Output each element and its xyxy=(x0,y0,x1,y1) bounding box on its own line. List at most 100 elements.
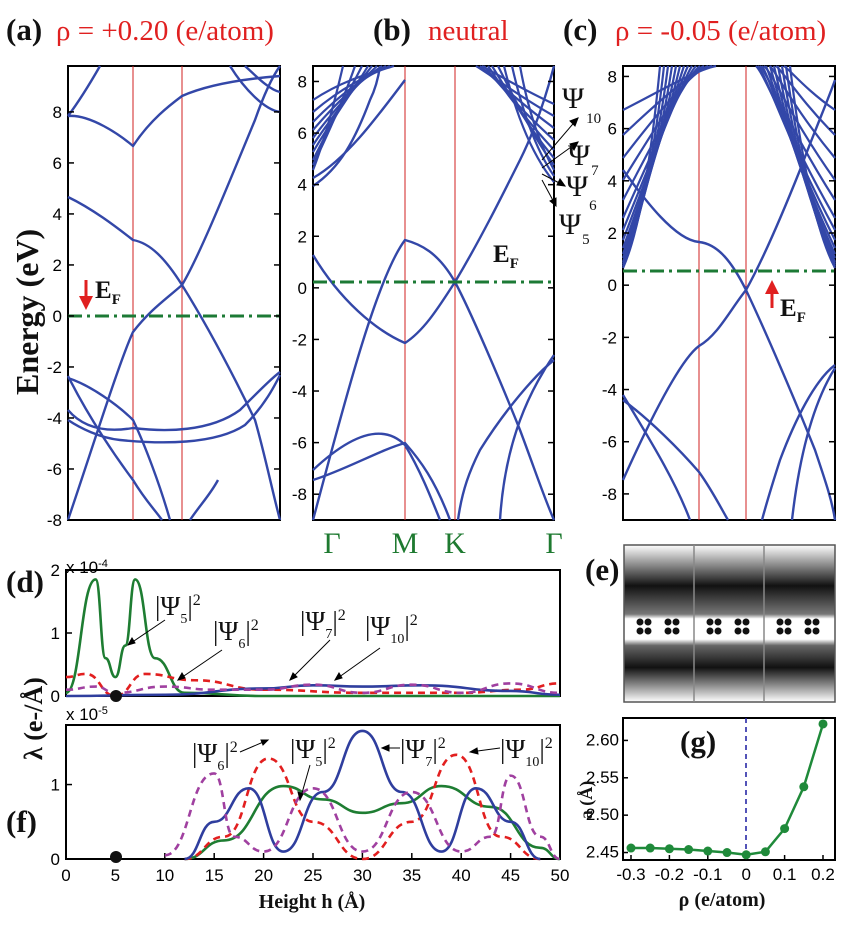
panel-c-nfe-bundle-left xyxy=(621,64,717,269)
ytick-label: 2 xyxy=(53,256,62,275)
ytick-label: 1 xyxy=(51,624,60,643)
psi7-symbol: Ψ xyxy=(568,139,591,172)
lattice-point xyxy=(626,843,636,853)
panel-c-ef-marker: EF xyxy=(765,280,806,326)
panel-d-tag-arrows xyxy=(126,619,381,681)
panel-e-image xyxy=(623,544,836,703)
ytick-label: 0 xyxy=(51,850,60,869)
kpoint-gamma-left: Γ xyxy=(323,527,340,560)
psi5-label: Ψ5 xyxy=(559,208,590,248)
xtick-label: 25 xyxy=(304,866,323,885)
psi7-sub: 7 xyxy=(591,163,599,179)
ytick-label: 2 xyxy=(608,224,617,243)
ytick-label: -4 xyxy=(602,381,617,400)
xtick-label: 0 xyxy=(61,866,70,885)
xtick-label: -0.2 xyxy=(655,865,684,884)
panel-f-marker-dot xyxy=(110,851,122,863)
psi10-symbol: Ψ xyxy=(562,82,585,115)
xtick-label: 0.1 xyxy=(773,865,797,884)
ytick-label: 6 xyxy=(608,120,617,139)
panel-b-frame xyxy=(312,65,555,521)
height-axis-label: Height h (Å) xyxy=(259,890,366,913)
panel-b-ef-sub: F xyxy=(510,256,519,272)
ytick-label: -8 xyxy=(292,485,307,504)
lattice-point xyxy=(664,844,674,854)
ytick-label: 8 xyxy=(53,103,62,122)
panel-f-psi-tags: |Ψ6|2 |Ψ5|2 |Ψ7|2 |Ψ10|2 xyxy=(192,734,553,774)
kpoint-labels: Γ M K Γ xyxy=(323,527,562,560)
ytick-label: 2.55 xyxy=(586,768,619,787)
xtick-label: 40 xyxy=(452,866,471,885)
panel-b-letter: (b) xyxy=(373,12,411,47)
panel-d-scale: x 10-4 xyxy=(66,558,108,577)
psi6-label: Ψ6 xyxy=(566,170,597,214)
kpoint-m: M xyxy=(392,527,419,560)
panel-a-bands xyxy=(66,65,282,521)
ytick-label: -8 xyxy=(47,511,62,530)
rho-axis-label: ρ (e/atom) xyxy=(679,889,766,911)
ytick-label: 8 xyxy=(298,72,307,91)
xtick-label: 0 xyxy=(741,865,750,884)
lattice-point xyxy=(741,850,751,860)
xtick-label: 15 xyxy=(205,866,224,885)
lattice-point xyxy=(780,824,790,834)
ytick-label: 1 xyxy=(51,776,60,795)
lattice-point xyxy=(799,782,809,792)
panel-b-yticks: -8 -6 -4 -2 0 2 4 6 8 xyxy=(292,72,554,504)
tag-f-psi5: |Ψ5|2 xyxy=(290,734,336,770)
xtick-label: 0.2 xyxy=(811,865,835,884)
panel-c-yticks: -8 -6 -4 -2 0 2 4 6 8 xyxy=(602,67,835,504)
panel-f-scale-exp: -5 xyxy=(98,705,108,717)
panel-d-letter: (d) xyxy=(6,564,44,599)
ytick-label: -4 xyxy=(292,382,307,401)
tag-d-psi7: |Ψ7|2 xyxy=(300,606,346,642)
panel-c-condition: ρ = -0.05 (e/atom) xyxy=(615,15,826,47)
xtick-label: 35 xyxy=(402,866,421,885)
panel-d-psi-tags: |Ψ5|2 |Ψ6|2 |Ψ7|2 |Ψ10|2 xyxy=(155,591,418,652)
panel-c-ef-label: E xyxy=(780,295,797,322)
psi5-sub: 5 xyxy=(582,232,590,248)
panel-a-frame xyxy=(67,65,281,521)
ytick-label: 8 xyxy=(608,67,617,86)
ytick-label: -2 xyxy=(292,330,307,349)
ytick-label: 2.60 xyxy=(586,730,619,749)
psi7-label: Ψ7 xyxy=(568,139,599,179)
ytick-label: 0 xyxy=(53,307,62,326)
psi5-symbol: Ψ xyxy=(559,208,582,241)
xtick-label: -0.3 xyxy=(616,865,645,884)
panel-b-ef-text: EF xyxy=(493,241,519,272)
xtick-label: 5 xyxy=(111,866,120,885)
panel-f-letter: (f) xyxy=(6,804,37,839)
panel-g-frame xyxy=(622,717,836,861)
panel-a-yticks: -8 -6 -4 -2 0 2 4 6 8 xyxy=(47,103,280,530)
panel-f-ticks: 010 5 10 15 20 25 30 35 40 45 50 xyxy=(51,776,570,885)
ytick-label: 2 xyxy=(298,227,307,246)
psi10-label: Ψ10 xyxy=(562,82,601,127)
panel-g-letter: (g) xyxy=(680,724,716,759)
ytick-label: 6 xyxy=(298,124,307,143)
psi6-symbol: Ψ xyxy=(566,170,589,203)
lattice-point xyxy=(818,719,828,729)
tag-f-psi6: |Ψ6|2 xyxy=(192,738,238,774)
lattice-point xyxy=(722,848,732,858)
curve-1 xyxy=(65,578,560,698)
ytick-label: -6 xyxy=(292,434,307,453)
panel-c-nfe-bundle-right xyxy=(755,65,836,269)
panel-g-ticks: -0.3 -0.2 -0.1 0 0.1 0.2 2.45 2.50 2.55 2.60 xyxy=(586,730,835,884)
xtick-label: 30 xyxy=(353,866,372,885)
panel-a-condition: ρ = +0.20 (e/atom) xyxy=(56,15,274,47)
panel-b-ef-label: E xyxy=(493,241,510,268)
kpoint-gamma-right: Γ xyxy=(545,527,562,560)
curve-3 xyxy=(184,729,541,861)
panel-f-curves xyxy=(164,729,561,861)
ytick-label: 0 xyxy=(608,276,617,295)
ytick-label: 0 xyxy=(51,687,60,706)
tag-d-psi10: |Ψ10|2 xyxy=(365,611,418,647)
panel-b-nfe-bundle-right xyxy=(475,65,555,183)
ytick-label: -2 xyxy=(47,358,62,377)
ytick-label: 4 xyxy=(53,205,62,224)
xtick-label: 20 xyxy=(254,866,273,885)
lattice-point xyxy=(684,845,694,855)
ytick-label: -8 xyxy=(602,485,617,504)
